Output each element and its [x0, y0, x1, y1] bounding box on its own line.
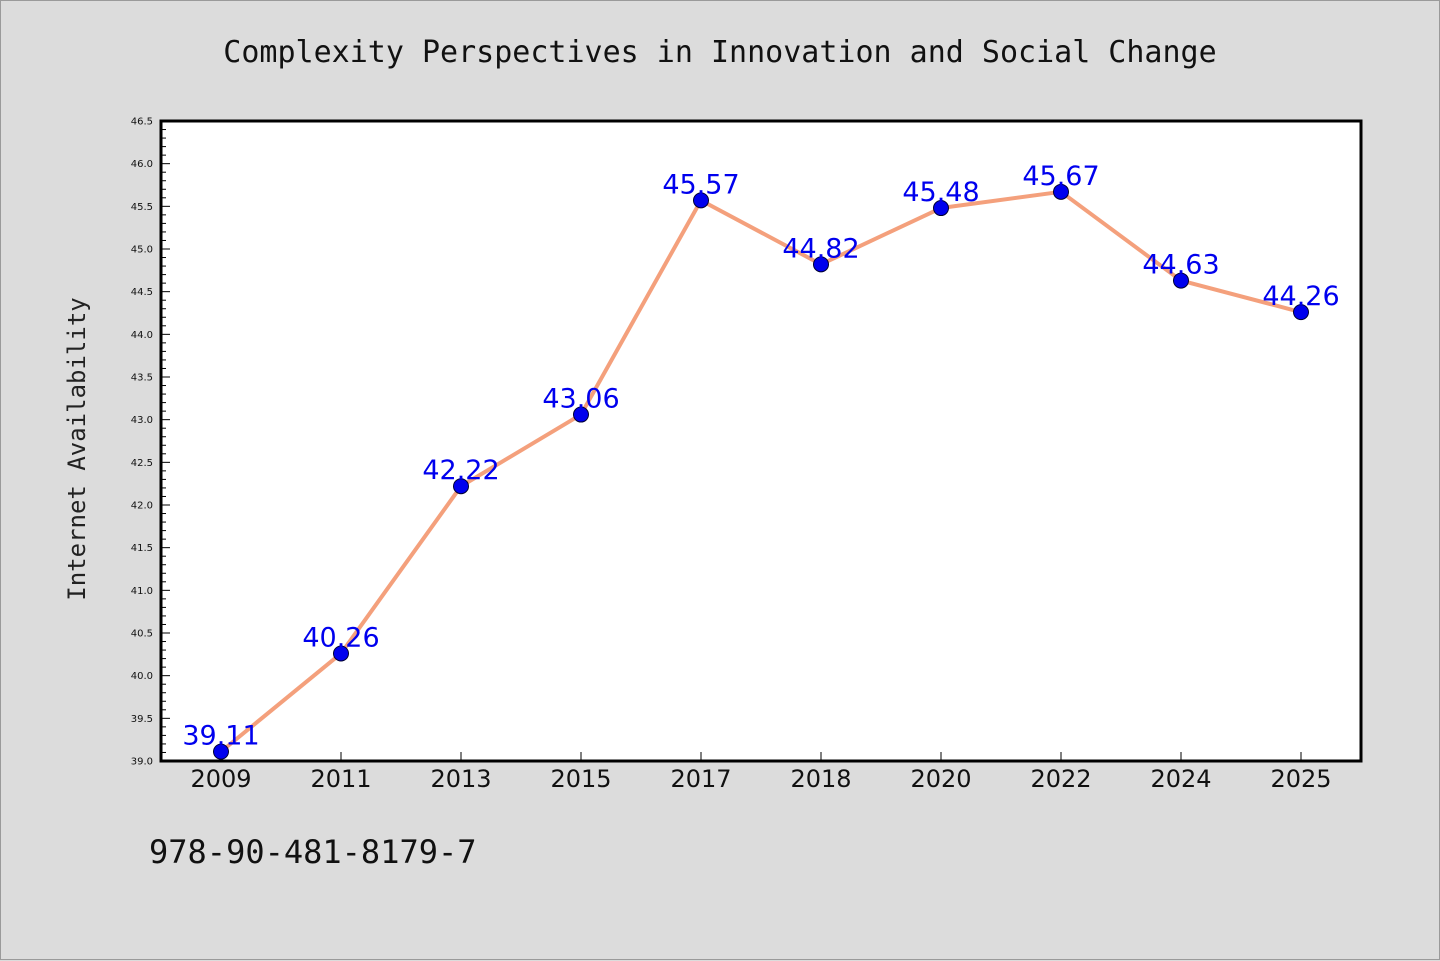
y-tick-label: 46.0	[131, 159, 153, 170]
x-tick-label: 2009	[190, 765, 251, 793]
x-tick-label: 2015	[550, 765, 611, 793]
plot-frame	[159, 119, 1363, 763]
data-label: 45.57	[662, 169, 739, 200]
y-tick-label: 39.5	[131, 714, 153, 725]
data-label: 39.11	[182, 721, 259, 752]
x-tick-label: 2017	[670, 765, 731, 793]
data-point	[1173, 272, 1189, 289]
x-tick-label: 2020	[910, 765, 971, 793]
data-label: 40.26	[302, 622, 379, 653]
y-tick-label: 43.0	[131, 415, 153, 426]
y-axis-label: Internet Availability	[63, 297, 91, 600]
data-point	[213, 743, 229, 760]
y-tick-label: 45.5	[131, 202, 153, 213]
series-line	[219, 189, 1302, 754]
x-tick-label: 2018	[790, 765, 851, 793]
data-point	[573, 406, 589, 423]
data-point	[1293, 304, 1309, 321]
x-tick-label: 2022	[1030, 765, 1091, 793]
data-label: 44.26	[1262, 281, 1339, 312]
data-point	[333, 645, 349, 662]
data-point	[933, 200, 949, 217]
data-label: 42.22	[422, 455, 499, 486]
x-tick-label: 2024	[1150, 765, 1211, 793]
y-tick-label: 44.5	[131, 287, 153, 298]
y-tick-label: 41.5	[131, 543, 153, 554]
x-tick-label: 2013	[430, 765, 491, 793]
y-tick-label: 45.0	[131, 245, 153, 256]
y-tick-label: 42.0	[131, 501, 153, 512]
x-tick-label: 2011	[310, 765, 371, 793]
y-tick-label: 46.5	[131, 117, 153, 128]
x-tick-label: 2025	[1270, 765, 1331, 793]
data-point	[693, 192, 709, 209]
chart-title: Complexity Perspectives in Innovation an…	[223, 35, 1217, 70]
y-tick-label: 40.0	[131, 671, 153, 682]
data-label: 45.67	[1022, 161, 1099, 192]
y-tick-label: 41.0	[131, 586, 153, 597]
data-label: 43.06	[542, 384, 619, 415]
data-label: 45.48	[902, 177, 979, 208]
y-tick-label: 44.0	[131, 330, 153, 341]
data-point	[453, 478, 469, 495]
y-tick-label: 40.5	[131, 629, 153, 640]
data-point	[1053, 183, 1069, 200]
data-point	[813, 256, 829, 273]
data-label: 44.82	[782, 233, 859, 264]
y-tick-label: 39.0	[131, 757, 153, 768]
y-tick-label: 43.5	[131, 373, 153, 384]
isbn-text: 978-90-481-8179-7	[149, 833, 477, 871]
data-label: 44.63	[1142, 250, 1219, 281]
y-tick-label: 42.5	[131, 458, 153, 469]
